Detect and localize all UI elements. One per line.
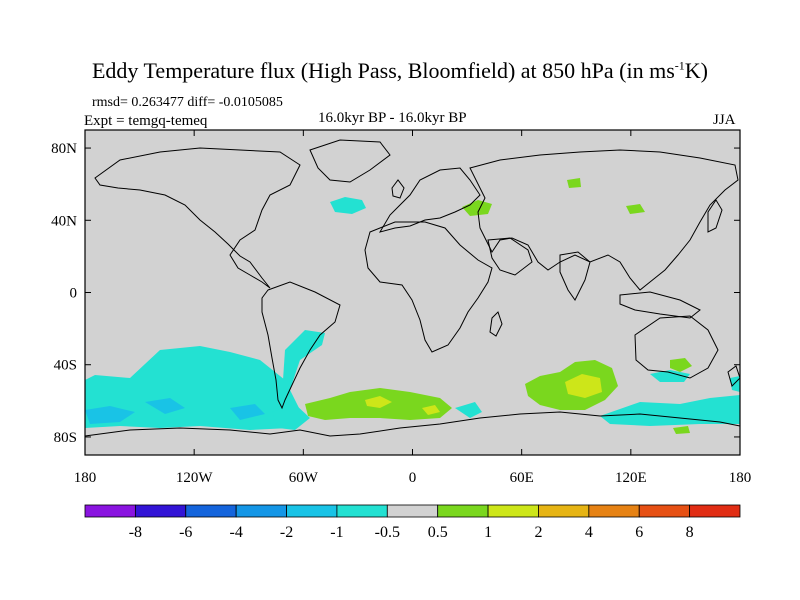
experiment-label: Expt = temgq-temeq xyxy=(84,113,208,129)
lat-label: 80S xyxy=(54,430,77,446)
colorbar-swatch xyxy=(386,504,439,518)
colorbar-label: 2 xyxy=(534,524,542,541)
coast-india xyxy=(559,251,591,301)
lon-label: 60W xyxy=(289,470,319,486)
lat-label: 80N xyxy=(51,141,77,157)
colorbar-swatch xyxy=(588,504,640,518)
lon-label: 180 xyxy=(74,470,97,486)
longitude-ticks: 180 120W 60W 0 60E 120E 180 xyxy=(74,130,752,486)
coast-europe xyxy=(378,167,481,233)
cyan-patch-australia-south xyxy=(650,370,690,382)
colorbar-label: -8 xyxy=(129,524,142,541)
green-patch-siberia xyxy=(567,178,581,188)
cyan-patch-inner-1 xyxy=(85,406,135,424)
rmsd-diff-stats: rmsd= 0.263477 diff= -0.0105085 xyxy=(92,95,283,110)
anomaly-patches xyxy=(85,178,740,434)
green-patch-black-sea xyxy=(462,200,492,216)
colorbar-label: -6 xyxy=(179,524,192,541)
lon-label: 180 xyxy=(729,470,752,486)
colorbar-swatch xyxy=(286,504,338,518)
season-label: JJA xyxy=(713,112,736,128)
colorbar: -8 -6 -4 -2 -1 -0.5 0.5 1 2 4 6 8 xyxy=(84,504,741,541)
lon-label: 60E xyxy=(510,470,534,486)
cyan-patch-inner-2 xyxy=(145,398,185,414)
cyan-patch-south-america-south xyxy=(272,404,310,430)
lon-label: 120W xyxy=(176,470,214,486)
coast-australia xyxy=(634,315,719,379)
latitude-ticks: 80N 40N 0 40S 80S xyxy=(51,141,740,446)
colorbar-label: -1 xyxy=(330,524,343,541)
colorbar-swatch xyxy=(689,504,741,518)
coast-antarctica xyxy=(84,411,741,437)
lon-label: 120E xyxy=(615,470,647,486)
cyan-patch-indian-south xyxy=(455,402,482,418)
yellow-patch-south-atlantic-1 xyxy=(365,396,392,408)
green-patch-central-asia xyxy=(626,204,645,214)
colorbar-swatch xyxy=(336,504,388,518)
colorbar-label: -2 xyxy=(280,524,293,541)
green-patch-antarctic xyxy=(673,426,690,434)
coast-uk xyxy=(391,179,405,199)
plot-title: Eddy Temperature flux (High Pass, Bloomf… xyxy=(91,58,708,83)
colorbar-label: -4 xyxy=(229,524,242,541)
colorbar-swatch xyxy=(185,504,237,518)
lat-label: 40N xyxy=(51,213,77,229)
yellow-patch-south-atlantic-2 xyxy=(422,405,440,415)
cyan-patch-argentina xyxy=(283,330,325,390)
lat-label: 40S xyxy=(54,358,77,374)
period-label: 16.0kyr BP - 16.0kyr BP xyxy=(318,110,467,126)
colorbar-swatch xyxy=(638,504,691,518)
coast-greenland xyxy=(309,139,391,183)
lat-label: 0 xyxy=(70,286,78,302)
colorbar-swatch xyxy=(235,504,287,518)
coast-africa xyxy=(364,221,493,353)
colorbar-swatch xyxy=(84,504,136,518)
cyan-patch-south-ocean-east xyxy=(600,395,740,426)
lon-label: 0 xyxy=(409,470,417,486)
coast-indonesia xyxy=(619,291,701,319)
cyan-patch-atlantic-north xyxy=(330,197,366,214)
coast-arabia xyxy=(487,237,533,276)
yellow-patch-indian xyxy=(565,374,602,398)
colorbar-swatch xyxy=(134,504,187,518)
colorbar-swatch xyxy=(437,504,489,518)
colorbar-label: 8 xyxy=(686,524,694,541)
green-patch-australia xyxy=(670,358,692,372)
colorbar-label: -0.5 xyxy=(375,524,400,541)
coast-japan xyxy=(707,199,723,233)
colorbar-swatch xyxy=(538,504,590,518)
coastlines xyxy=(84,139,741,437)
colorbar-swatch xyxy=(487,504,539,518)
colorbar-label: 0.5 xyxy=(428,524,448,541)
cyan-patch-inner-3 xyxy=(230,404,265,420)
coast-north-america xyxy=(94,147,301,289)
colorbar-label: 1 xyxy=(484,524,492,541)
coast-madagascar xyxy=(489,311,503,337)
coast-south-america xyxy=(261,281,341,410)
colorbar-label: 6 xyxy=(635,524,643,541)
colorbar-label: 4 xyxy=(585,524,593,541)
coast-asia xyxy=(469,149,739,291)
